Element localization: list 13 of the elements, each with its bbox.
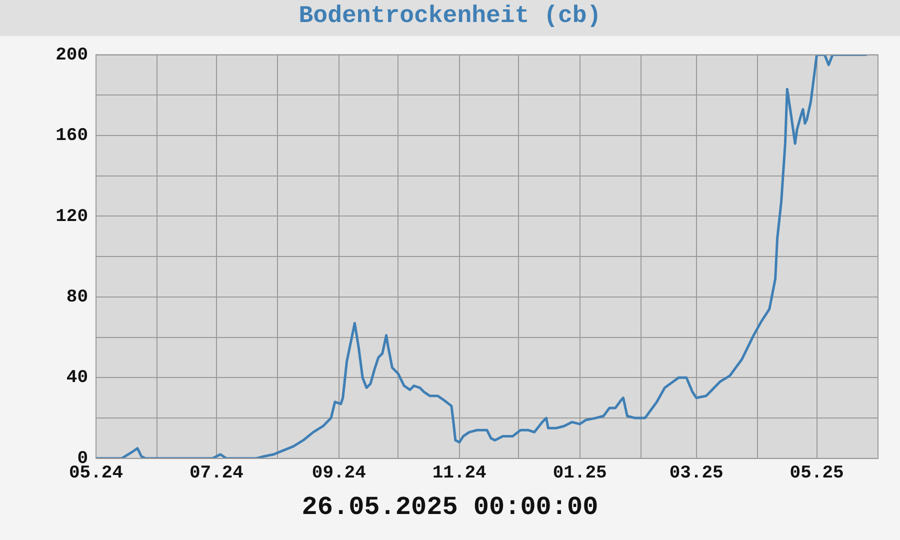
y-tick-label: 120 <box>56 206 88 227</box>
x-tick-label: 07.24 <box>189 464 244 484</box>
text: 26.05.2025 00:00:00 <box>300 492 600 522</box>
x-tick-label: 03.25 <box>669 464 724 484</box>
y-tick-label: 200 <box>56 45 88 66</box>
chart-title: Bodentrockenheit (cb) <box>298 3 602 30</box>
y-tick-label: 40 <box>66 368 88 388</box>
y-tick-label: 160 <box>56 126 88 146</box>
x-tick-label: 01.25 <box>552 464 607 484</box>
y-tick-label: 80 <box>66 287 88 308</box>
x-tick-label: 11.24 <box>432 464 487 484</box>
x-tick-label: 09.24 <box>312 464 366 484</box>
x-tick-label: 05.25 <box>790 464 844 484</box>
